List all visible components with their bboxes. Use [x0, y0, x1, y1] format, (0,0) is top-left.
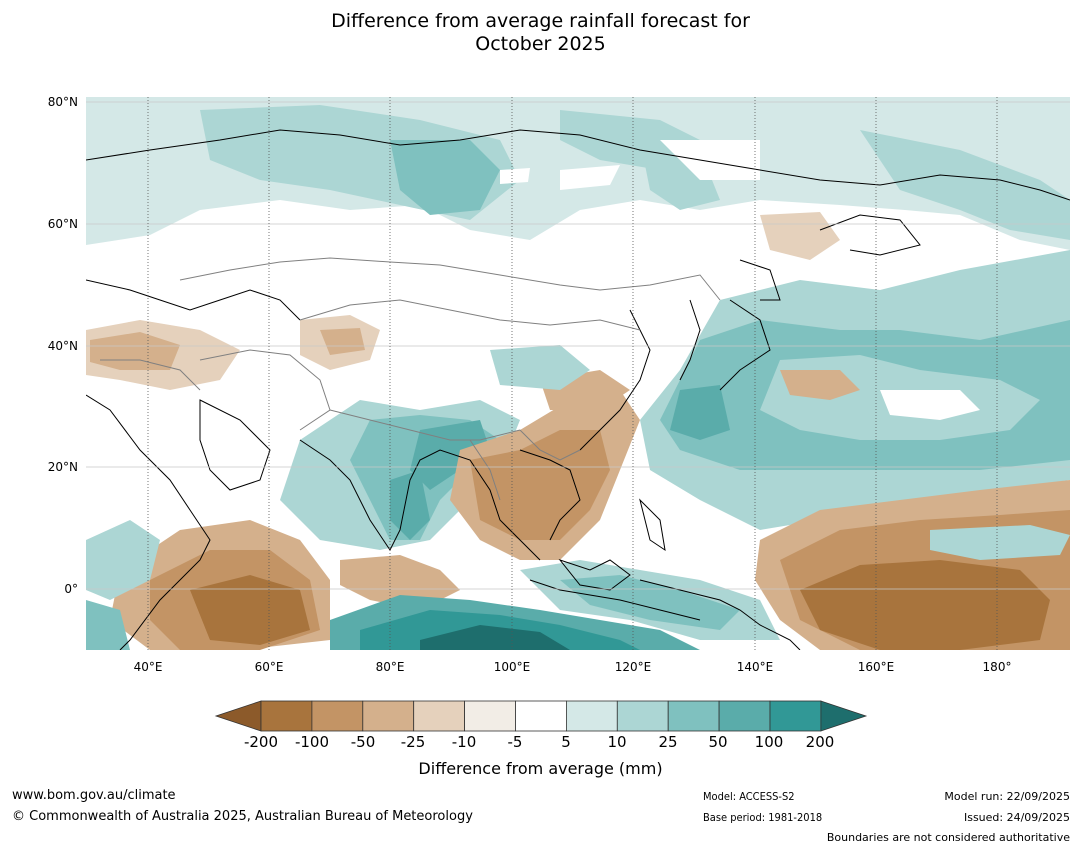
lat-label-40n: 40°N [47, 339, 78, 353]
lat-label-80n: 80°N [47, 95, 78, 109]
lat-label-0: 0° [64, 582, 78, 596]
legend-swatch [413, 700, 466, 732]
legend-tick-label: 100 [754, 733, 784, 751]
longitude-gridlines [147, 97, 998, 650]
legend-swatch [515, 700, 567, 732]
legend-title: Difference from average (mm) [418, 759, 663, 778]
legend-tick-label: -25 [400, 733, 426, 751]
legend-swatch [362, 700, 415, 732]
legend-tick-label: -100 [294, 733, 330, 751]
footer-issued: Issued: 24/09/2025 [963, 811, 1070, 824]
title-line-2: October 2025 [475, 33, 606, 55]
legend-colorbar [214, 700, 868, 732]
legend-extend-low [214, 700, 262, 732]
lat-label-60n: 60°N [47, 217, 78, 231]
title-line-1: Difference from average rainfall forecas… [331, 10, 750, 32]
anomaly-fields [86, 97, 1070, 650]
legend-tick-label: -5 [507, 733, 523, 751]
lon-label-120e: 120°E [614, 660, 652, 674]
footer-base-period: Base period: 1981-2018 [703, 811, 823, 824]
lat-label-20n: 20°N [47, 460, 78, 474]
legend-tick-label: -200 [243, 733, 279, 751]
country-boundaries [100, 257, 721, 501]
legend-swatch [667, 700, 720, 732]
lon-label-160e: 160°E [857, 660, 895, 674]
coastlines [86, 129, 1070, 650]
legend-tick-label: 5 [561, 733, 571, 751]
footer-url[interactable]: www.bom.gov.au/climate [12, 788, 176, 803]
legend-swatch [616, 700, 669, 732]
lon-label-60e: 60°E [254, 660, 284, 674]
lon-label-80e: 80°E [375, 660, 405, 674]
latitude-gridlines [86, 101, 1070, 590]
lon-label-100e: 100°E [493, 660, 531, 674]
legend-swatch [566, 700, 618, 732]
rainfall-map [86, 97, 1070, 650]
legend-swatch [260, 700, 313, 732]
lon-label-40e: 40°E [133, 660, 163, 674]
footer-model-run: Model run: 22/09/2025 [944, 790, 1070, 803]
legend-swatch [464, 700, 516, 732]
map-title: Difference from average rainfall forecas… [0, 10, 1081, 56]
legend-tick-label: 25 [658, 733, 678, 751]
legend-tick-label: -10 [451, 733, 477, 751]
legend-extend-high [820, 700, 868, 732]
footer-copyright: © Commonwealth of Australia 2025, Austra… [12, 809, 473, 824]
footer-model: Model: ACCESS-S2 [703, 790, 795, 803]
legend-swatch [311, 700, 364, 732]
legend-swatch [769, 700, 822, 732]
legend-tick-label: 10 [607, 733, 627, 751]
lon-label-180: 180° [982, 660, 1012, 674]
footer-disclaimer: Boundaries are not considered authoritat… [826, 831, 1070, 844]
legend-tick-label: 50 [708, 733, 728, 751]
legend-swatch [718, 700, 771, 732]
lon-label-140e: 140°E [736, 660, 774, 674]
legend-tick-label: -50 [350, 733, 376, 751]
legend-tick-label: 200 [805, 733, 835, 751]
